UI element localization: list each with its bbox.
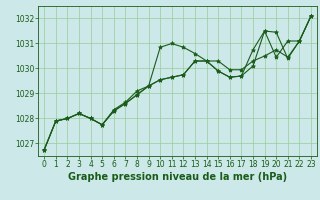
X-axis label: Graphe pression niveau de la mer (hPa): Graphe pression niveau de la mer (hPa) <box>68 172 287 182</box>
